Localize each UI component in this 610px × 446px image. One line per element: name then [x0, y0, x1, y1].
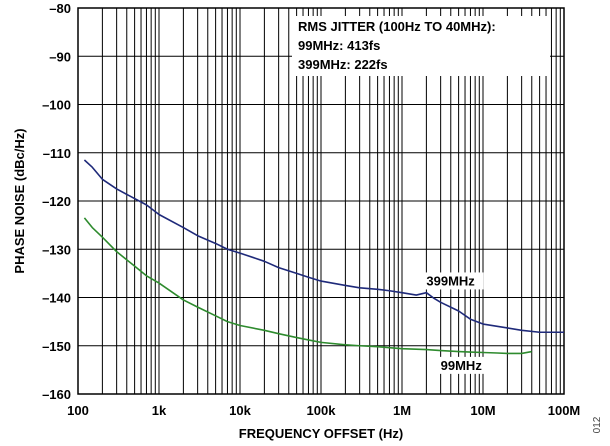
series-label-background — [423, 272, 484, 290]
series-label-99mhz: 99MHz — [441, 358, 483, 373]
chart-series — [83, 159, 564, 355]
x-tick-label: 10k — [229, 403, 251, 418]
annotation-line-2: 99MHz: 413fs — [298, 38, 380, 53]
x-axis-ticks: 100 1k 10k 100k 1M 10M 100M — [67, 403, 580, 418]
y-axis-label: PHASE NOISE (dBc/Hz) — [12, 128, 27, 273]
y-tick-label: –130 — [42, 242, 71, 257]
y-tick-label: –160 — [42, 387, 71, 402]
x-tick-label: 10M — [470, 403, 495, 418]
annotation-line-1: RMS JITTER (100Hz TO 40MHz): — [298, 19, 496, 34]
y-tick-label: –150 — [42, 339, 71, 354]
y-tick-label: –140 — [42, 291, 71, 306]
annotation-background — [292, 16, 550, 76]
x-tick-label: 100M — [548, 403, 581, 418]
y-tick-label: –120 — [42, 194, 71, 209]
plot-frame — [77, 7, 565, 395]
series-label-399mhz: 399MHz — [426, 273, 475, 288]
figure-id: 012 — [592, 416, 603, 433]
x-tick-label: 100 — [67, 403, 89, 418]
y-tick-label: –100 — [42, 98, 71, 113]
series-label-background — [437, 356, 498, 374]
series-labels: 399MHz 99MHz — [423, 272, 498, 374]
y-tick-label: –90 — [49, 49, 71, 64]
x-tick-label: 1k — [152, 403, 167, 418]
series-line-99mhz — [83, 217, 532, 355]
annotation-line-3: 399MHz: 222fs — [298, 57, 388, 72]
x-tick-label: 100k — [307, 403, 337, 418]
y-tick-label: –80 — [49, 1, 71, 16]
series-line-399mhz — [83, 159, 564, 334]
y-tick-label: –110 — [43, 146, 71, 161]
rms-jitter-annotation: RMS JITTER (100Hz TO 40MHz): 99MHz: 413f… — [292, 16, 550, 76]
y-axis-ticks: –80 –90 –100 –110 –120 –130 –140 –150 –160 — [42, 1, 71, 402]
x-axis-label: FREQUENCY OFFSET (Hz) — [239, 426, 403, 441]
x-tick-label: 1M — [393, 403, 411, 418]
